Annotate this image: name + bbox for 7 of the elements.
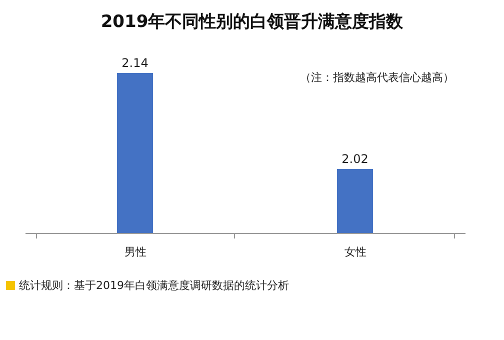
data-label: 2.02	[342, 152, 368, 166]
chart-title: 2019年不同性别的白领晋升满意度指数	[100, 11, 404, 33]
x-tick-label: 女性	[344, 246, 366, 258]
data-label: 2.14	[122, 56, 148, 70]
annotation: （注：指数越高代表信心越高）	[300, 70, 454, 85]
x-tick-label: 男性	[124, 246, 146, 258]
text: 统计规则：基于2019年白领满意度调研数据的统计分析	[19, 278, 289, 293]
